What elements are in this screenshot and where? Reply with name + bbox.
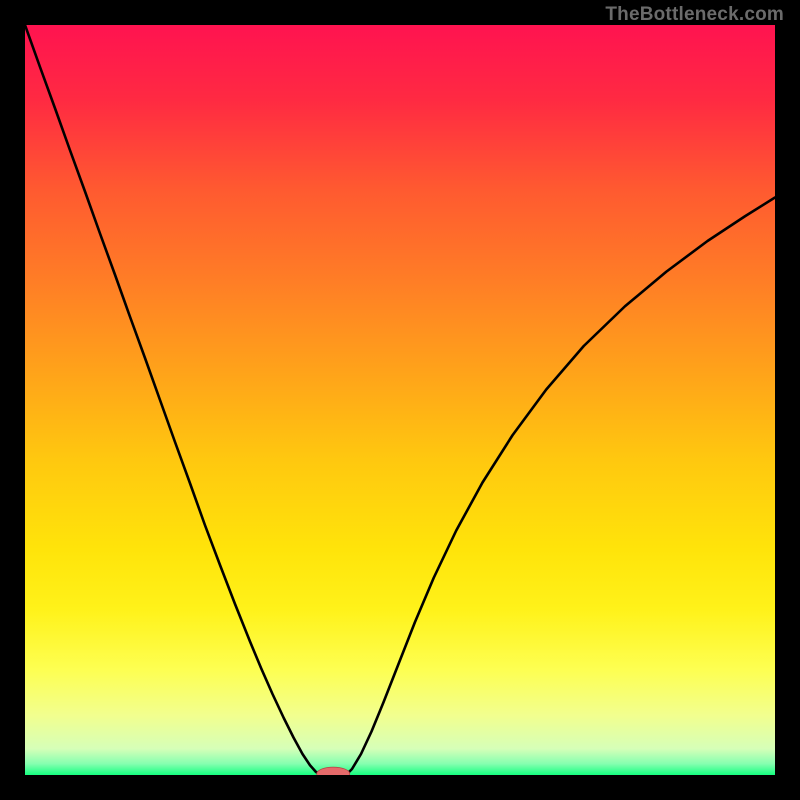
bottleneck-plot <box>25 25 775 775</box>
chart-frame: TheBottleneck.com <box>0 0 800 800</box>
watermark-text: TheBottleneck.com <box>605 4 784 26</box>
